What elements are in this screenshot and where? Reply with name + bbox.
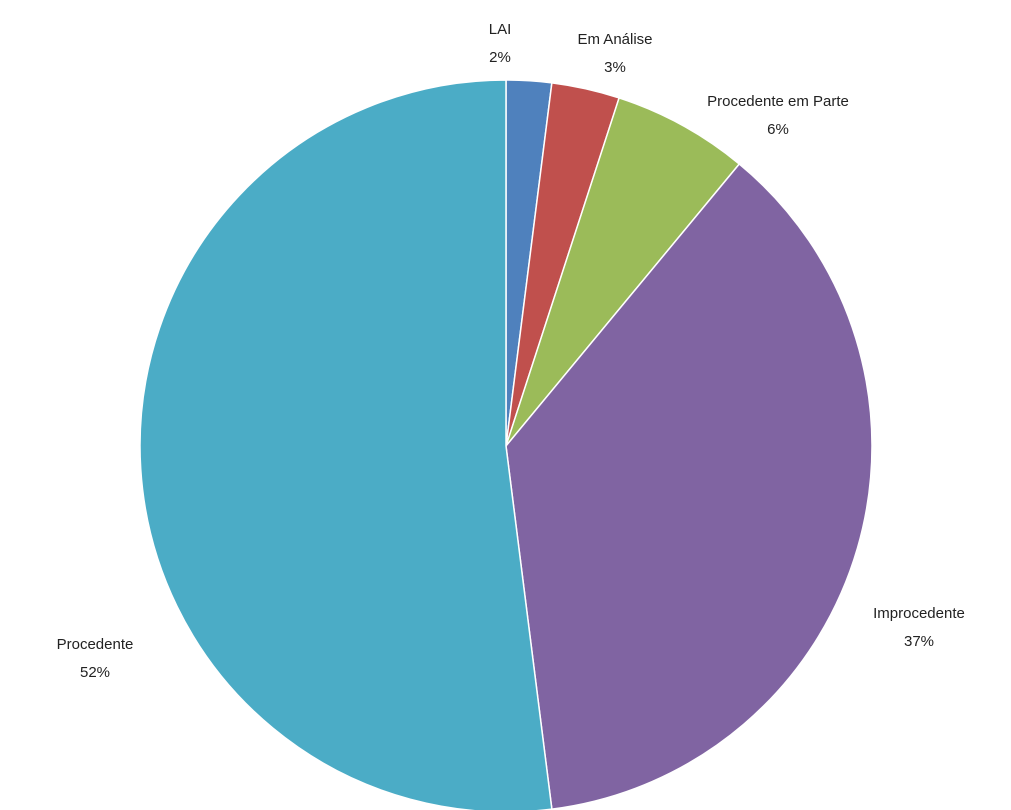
slice-percent: 37% — [904, 633, 934, 650]
slice-label: Procedente em Parte — [707, 93, 849, 110]
slice-label: Em Análise — [577, 31, 652, 48]
slice-percent: 6% — [767, 121, 789, 138]
slice-percent: 3% — [604, 59, 626, 76]
pie-slice — [505, 96, 741, 447]
slice-label: Procedente — [57, 636, 134, 653]
slice-percent: 52% — [80, 664, 110, 681]
pie-slice — [505, 162, 873, 810]
slice-label: Improcedente — [873, 605, 965, 622]
pie-slice — [139, 79, 553, 810]
slice-label: LAI — [489, 21, 512, 38]
slice-percent: 2% — [489, 49, 511, 66]
